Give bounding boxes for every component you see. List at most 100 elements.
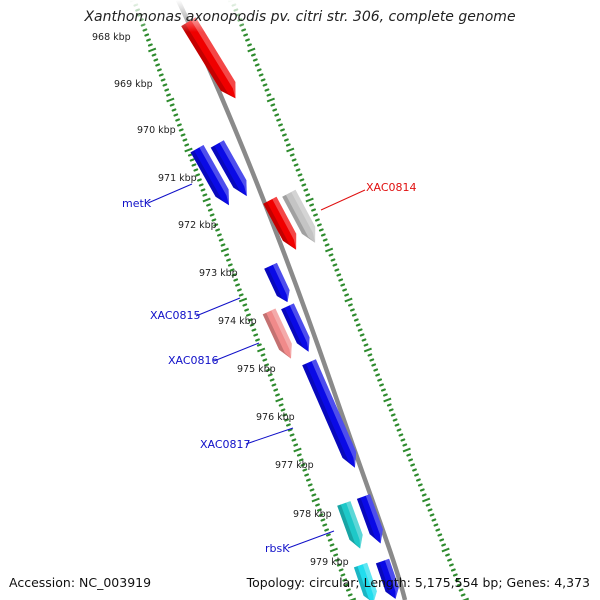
gene-arrow[interactable] [210, 140, 247, 197]
tick-label: 972 kbp [178, 220, 217, 231]
inner-ring-tick [226, 258, 231, 262]
inner-ring-tick [326, 533, 331, 537]
inner-ring-tick [260, 353, 266, 357]
outer-ring-tick [351, 313, 357, 317]
inner-ring-tick [220, 247, 229, 253]
outer-ring-tick [450, 568, 456, 572]
gene-arrow[interactable] [263, 196, 297, 250]
inner-ring-tick [178, 128, 184, 132]
outer-ring-tick [357, 328, 363, 332]
inner-ring-tick [280, 408, 286, 412]
inner-ring-tick [189, 158, 195, 162]
gene-label[interactable]: XAC0817 [200, 438, 251, 451]
inner-ring-tick [207, 208, 213, 212]
inner-ring-tick [275, 397, 284, 403]
outer-ring-tick [388, 408, 394, 412]
gene-arrow-highlight [346, 501, 363, 549]
gene-arrow-highlight [272, 262, 290, 303]
gene-label[interactable]: metK [122, 197, 152, 210]
tick-label: 974 kbp [218, 316, 257, 327]
gene-arrow-highlight [365, 494, 383, 544]
inner-ring-tick [324, 528, 329, 532]
gene-arrow-shade [181, 23, 236, 99]
gene-arrow[interactable] [181, 17, 236, 99]
gene-arrow-shade [356, 497, 381, 544]
tick-label: 978 kbp [293, 509, 332, 520]
outer-ring-tick [340, 283, 346, 287]
outer-ring-tick [396, 428, 402, 432]
outer-ring-tick [305, 197, 314, 203]
inner-ring-tick [275, 393, 280, 397]
outer-ring-tick [320, 233, 326, 237]
outer-ring-tick [383, 397, 392, 403]
inner-ring-tick [187, 153, 193, 157]
gene-arrow[interactable] [262, 308, 292, 359]
outer-ring-tick [454, 578, 460, 582]
outer-ring-tick [369, 358, 375, 362]
gene-label[interactable]: XAC0814 [366, 181, 417, 194]
inner-ring-tick [306, 478, 311, 482]
gene-label[interactable]: XAC0815 [150, 309, 201, 322]
outer-ring-tick [318, 228, 324, 232]
inner-ring-tick [184, 147, 193, 153]
inner-ring-tick [144, 33, 150, 37]
inner-ring-tick [177, 123, 182, 127]
label-leader-line [213, 342, 260, 362]
outer-ring-tick [371, 363, 377, 367]
inner-ring-tick [237, 288, 242, 292]
outer-ring-tick [431, 518, 437, 522]
inner-ring-tick [273, 388, 279, 392]
gene-arrow-body [281, 303, 310, 352]
outer-ring-tick [266, 97, 275, 103]
gene-label[interactable]: XAC0816 [168, 354, 219, 367]
tick-labels: 968 kbp 969 kbp 970 kbp 971 kbp 972 kbp 973 k… [92, 32, 349, 568]
inner-ring-tick [202, 197, 211, 203]
inner-ring-tick [286, 423, 291, 427]
inner-ring-tick [217, 233, 222, 237]
outer-ring-tick [291, 158, 297, 162]
inner-ring-tick [315, 503, 320, 507]
gene-arrow[interactable] [302, 359, 357, 468]
inner-ring-tick [304, 473, 309, 477]
gene-arrow[interactable] [375, 558, 399, 599]
gene-arrow-body [302, 359, 357, 468]
gene-arrow-body [356, 494, 383, 544]
outer-ring-tick [285, 143, 291, 147]
inner-ring-tick [218, 238, 224, 242]
outer-ring-tick [359, 333, 365, 337]
gene-arrow-highlight [289, 303, 310, 352]
gene-arrow[interactable] [337, 501, 363, 549]
gene-arrow[interactable] [356, 494, 383, 544]
label-leader-line [320, 189, 366, 211]
gene-arrow[interactable] [353, 562, 377, 600]
outer-ring-tick [342, 288, 347, 292]
inner-tick-ring [129, 0, 357, 600]
outer-ring-tick [256, 68, 262, 72]
gene-arrow[interactable] [264, 262, 290, 303]
gene-arrow-body [337, 501, 363, 549]
inner-ring-tick [318, 513, 324, 517]
gene-arrow-body [190, 145, 229, 206]
outer-ring-tick [414, 473, 419, 477]
gene-arrow[interactable] [282, 189, 316, 243]
gene-arrow[interactable] [190, 145, 230, 206]
gene-arrow[interactable] [281, 303, 310, 352]
label-leader-line [195, 297, 241, 317]
outer-ring-tick [435, 528, 441, 532]
outer-ring-tick [344, 297, 353, 303]
inner-ring-tick [255, 338, 260, 342]
gene-arrow-shade [281, 307, 309, 352]
inner-ring-tick [287, 428, 293, 432]
outer-ring-tick [363, 343, 369, 347]
title-fade [0, 0, 600, 32]
gene-features [181, 17, 399, 600]
gene-label[interactable]: rbsK [265, 542, 290, 555]
tick-label: 975 kbp [237, 364, 276, 375]
outer-ring-tick [419, 488, 425, 492]
outer-ring-tick [417, 483, 423, 487]
inner-ring-tick [155, 63, 160, 67]
inner-ring-tick [253, 333, 259, 337]
gene-arrow-shade [263, 201, 297, 250]
tick-label: 973 kbp [199, 268, 238, 279]
